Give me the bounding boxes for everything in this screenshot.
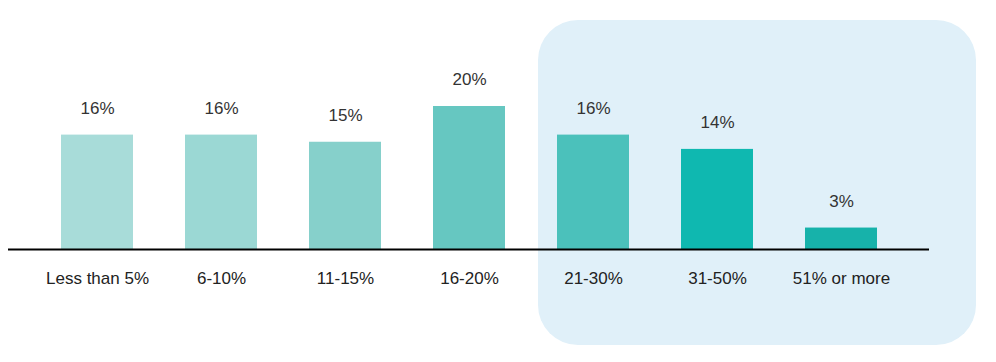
svg-text:51% or more: 51% or more xyxy=(793,269,890,288)
svg-text:3%: 3% xyxy=(829,191,854,210)
svg-text:16%: 16% xyxy=(576,99,610,118)
svg-text:11-15%: 11-15% xyxy=(317,269,374,288)
svg-text:16%: 16% xyxy=(80,99,114,118)
svg-text:16%: 16% xyxy=(204,99,238,118)
svg-text:31-50%: 31-50% xyxy=(688,269,747,288)
svg-text:16-20%: 16-20% xyxy=(440,269,499,288)
svg-text:15%: 15% xyxy=(328,106,362,125)
svg-text:20%: 20% xyxy=(452,70,486,89)
svg-text:6-10%: 6-10% xyxy=(197,269,246,288)
svg-text:21-30%: 21-30% xyxy=(564,269,623,288)
svg-text:14%: 14% xyxy=(700,113,734,132)
svg-text:Less than 5%: Less than 5% xyxy=(46,269,149,288)
